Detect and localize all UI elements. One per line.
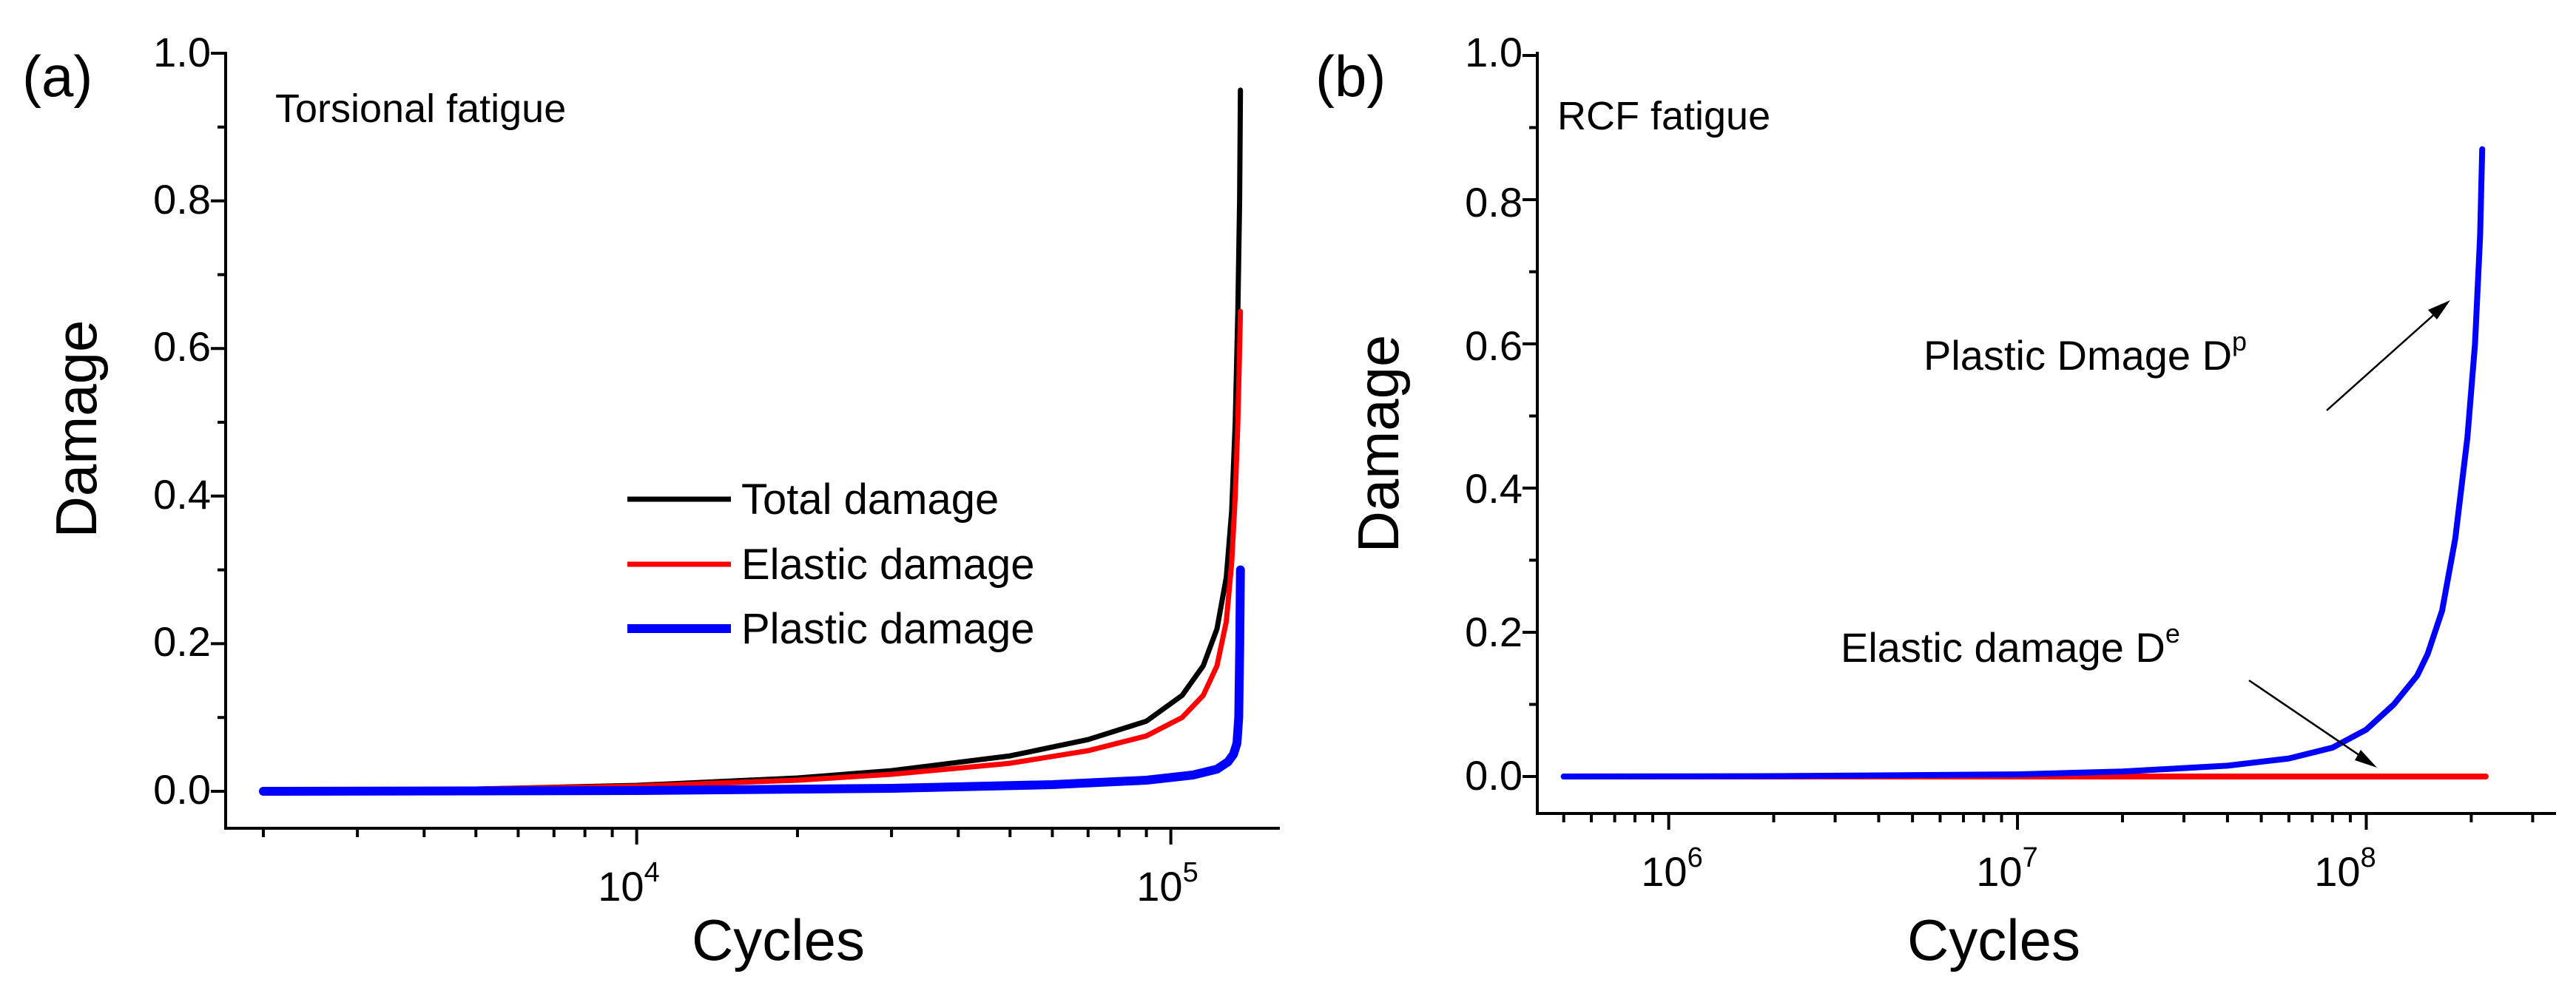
panel-a-ticks — [211, 52, 1173, 845]
panel-a-axes — [224, 52, 1280, 830]
annotation-plastic-arrow — [2326, 304, 2446, 411]
panel-b-series-plastic-damage — [1560, 146, 2486, 779]
panel-b-y-tick-label: 0.6 — [1465, 322, 1523, 369]
panel-b-title: RCF fatigue — [1557, 94, 1770, 138]
panel-b-x-tick-exp: 7 — [2023, 842, 2038, 873]
annotation-elastic-arrow — [2248, 679, 2372, 765]
panel-a-x-tick-base: 10 — [1136, 863, 1182, 910]
annotation-plastic-arrowhead — [2428, 300, 2450, 319]
legend-label-plastic-damage: Plastic damage — [741, 605, 1035, 653]
legend-label-total-damage: Total damage — [741, 476, 999, 524]
panel-b-label: (b) — [1315, 44, 1386, 109]
panel-a-y-tick-label: 0.8 — [153, 176, 211, 223]
panel-a-label: (a) — [22, 44, 92, 109]
panel-b-y-tick-label: 0.4 — [1465, 465, 1523, 512]
annotation-elastic-text: Elastic damage D — [1841, 624, 2165, 671]
panel-a-y-tick-label: 0.2 — [153, 618, 211, 665]
panel-b-x-tick-base: 10 — [2314, 848, 2360, 895]
panel-b-y-tick-label: 0.8 — [1465, 179, 1523, 226]
panel-b-x-tick-labels: 106 107 108 — [1641, 842, 2376, 895]
legend-label-elastic-damage: Elastic damage — [741, 541, 1035, 589]
panel-b-x-tick-base: 10 — [1976, 848, 2022, 895]
annotation-plastic-damage: Plastic Dmage Dp — [1923, 326, 2247, 379]
panel-a-x-tick-label-1e5: 105 — [1136, 857, 1198, 910]
annotation-elastic-damage: Elastic damage De — [1841, 618, 2180, 671]
panel-a-x-tick-labels: 104 105 — [598, 857, 1198, 910]
panel-b-annotations: Plastic Dmage Dp Elastic damage De — [1841, 300, 2450, 768]
panel-a-x-axis-title: Cycles — [692, 907, 865, 972]
panel-b-y-tick-label: 1.0 — [1465, 29, 1523, 75]
panel-b-x-tick-label-1e7: 107 — [1976, 842, 2037, 895]
panel-a-y-tick-label: 0.0 — [153, 766, 211, 813]
panel-a-series-total-damage — [260, 87, 1244, 794]
panel-a-title: Torsional fatigue — [275, 87, 566, 131]
panel-b-x-tick-exp: 6 — [1687, 842, 1703, 873]
annotation-elastic-arrowhead — [2355, 750, 2377, 768]
panel-a-torsional-fatigue: (a) Torsional fatigue Damage Cycles 0.0 … — [22, 29, 1280, 972]
annotation-plastic-text: Plastic Dmage D — [1923, 332, 2232, 379]
panel-b-x-tick-base: 10 — [1641, 848, 1687, 895]
panel-b-y-tick-label: 0.0 — [1465, 752, 1523, 799]
panel-a-x-tick-exp: 5 — [1183, 857, 1198, 888]
panel-a-y-axis-title: Damage — [44, 320, 109, 538]
annotation-elastic-sup: e — [2165, 618, 2180, 649]
panel-b-series — [1560, 146, 2489, 779]
panel-a-series-plastic-damage — [259, 565, 1245, 796]
panel-b-y-tick-labels: 0.0 0.2 0.4 0.6 0.8 1.0 — [1465, 29, 1523, 799]
panel-a-x-tick-base: 10 — [598, 863, 644, 910]
panel-b-rcf-fatigue: (b) RCF fatigue Damage Cycles 0.0 0.2 0.… — [1315, 29, 2556, 972]
panel-a-legend: Total damage Elastic damage Plastic dama… — [627, 476, 1035, 653]
panel-b-axes — [1536, 52, 2556, 815]
panel-b-x-axis-title: Cycles — [1907, 907, 2080, 972]
panel-a-series — [259, 87, 1245, 796]
panel-a-series-elastic-damage — [260, 308, 1244, 794]
panel-b-y-tick-label: 0.2 — [1465, 609, 1523, 655]
annotation-plastic-sup: p — [2232, 326, 2247, 356]
panel-a-y-tick-label: 0.4 — [153, 471, 211, 518]
panel-b-x-tick-label-1e8: 108 — [2314, 842, 2376, 895]
panel-b-x-tick-exp: 8 — [2361, 842, 2376, 873]
panel-a-y-tick-label: 0.6 — [153, 323, 211, 370]
panel-a-x-tick-exp: 4 — [644, 857, 660, 888]
panel-a-y-tick-labels: 0.0 0.2 0.4 0.6 0.8 1.0 — [153, 29, 211, 813]
panel-a-y-tick-label: 1.0 — [153, 29, 211, 75]
panel-b-y-axis-title: Damage — [1346, 335, 1411, 553]
panel-a-x-tick-label-1e4: 104 — [598, 857, 659, 910]
panel-b-x-tick-label-1e6: 106 — [1641, 842, 1702, 895]
